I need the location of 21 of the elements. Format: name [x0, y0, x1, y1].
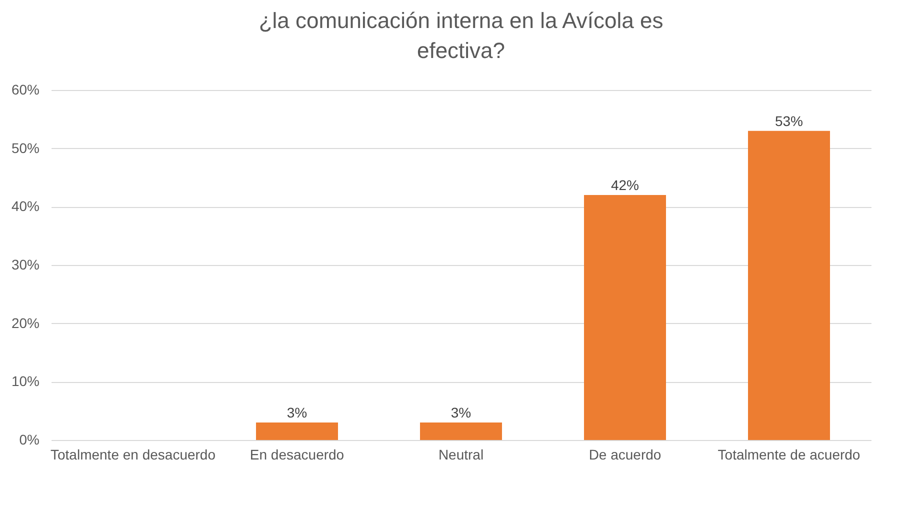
data-label: 3% [450, 404, 472, 420]
y-tick-label: 10% [11, 373, 40, 390]
data-label: 42% [610, 177, 640, 193]
data-label: 53% [774, 112, 804, 129]
bar [584, 195, 666, 440]
chart-title: ¿la comunicación interna en la Avícola es efectiva? [258, 8, 664, 63]
x-tick-label: En desacuerdo [250, 446, 344, 462]
y-tick-label: 60% [11, 82, 40, 98]
y-tick-label: 50% [11, 140, 40, 156]
y-tick-label: 20% [11, 314, 40, 331]
y-tick-label: 40% [11, 198, 40, 214]
x-tick-label: Neutral [438, 446, 484, 462]
x-tick-label: Totalmente en desacuerdo [50, 446, 216, 462]
x-tick-label: De acuerdo [588, 446, 662, 462]
data-label: 3% [286, 404, 308, 420]
bar [420, 422, 502, 440]
y-tick-label: 0% [19, 432, 40, 448]
bar [256, 422, 338, 440]
bar [748, 130, 830, 440]
x-tick-label: Totalmente de acuerdo [718, 446, 860, 462]
y-tick-label: 30% [11, 256, 40, 272]
